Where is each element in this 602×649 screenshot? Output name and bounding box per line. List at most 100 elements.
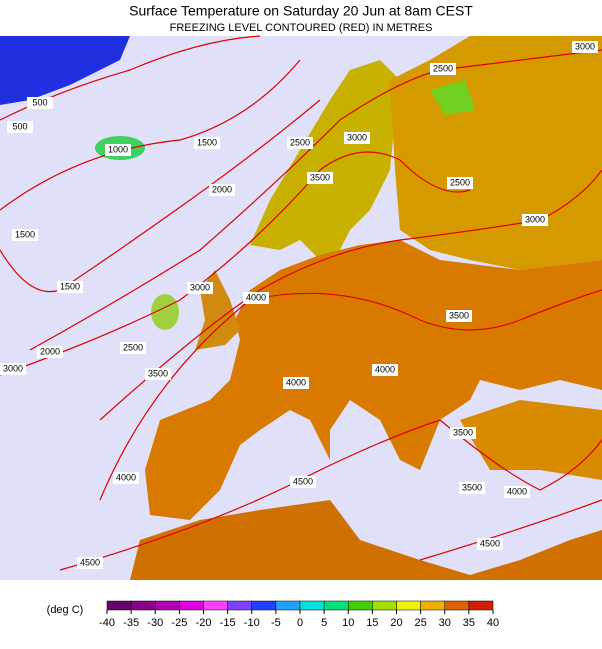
contour-label: 3000: [347, 132, 367, 142]
contour-label: 2500: [433, 63, 453, 73]
legend-swatch: [396, 600, 421, 611]
russia-north: [390, 36, 602, 270]
contour-label: 4000: [246, 292, 266, 302]
contour-label: 4000: [507, 486, 527, 496]
contour-label: 3500: [449, 310, 469, 320]
legend-swatch: [299, 600, 325, 611]
contour-label: 3500: [462, 482, 482, 492]
legend-swatch: [227, 600, 252, 611]
contour-label-bg: [572, 41, 598, 53]
contour-label-bg: [504, 486, 530, 498]
legend-tick-label: -25: [171, 617, 187, 629]
legend-tick-label: -15: [220, 617, 236, 629]
legend-tick-label: 10: [342, 617, 354, 629]
contour-label: 2000: [40, 346, 60, 356]
contour-label-bg: [372, 364, 398, 376]
legend-swatch: [444, 600, 470, 611]
contour-label: 3500: [453, 427, 473, 437]
legend-tick-label: -20: [196, 617, 212, 629]
contour-label: 4500: [293, 476, 313, 486]
legend-swatch: [323, 600, 349, 611]
contour-label-bg: [477, 538, 503, 550]
legend-tick-label: 25: [415, 617, 427, 629]
contour-label: 2000: [212, 184, 232, 194]
legend-swatch: [468, 600, 494, 611]
green-area: [430, 80, 475, 115]
contour-label: 1000: [108, 144, 128, 154]
contour-label: 500: [12, 121, 27, 131]
legend-tick-label: -10: [244, 617, 260, 629]
legend-swatch: [275, 600, 301, 611]
contour-label: 4000: [286, 377, 306, 387]
contour-label-bg: [113, 472, 139, 484]
contour-label-bg: [243, 292, 269, 304]
contour-label-bg: [307, 172, 333, 184]
contour-label-bg: [450, 427, 476, 439]
europe: [145, 240, 602, 520]
contour-label: 3000: [525, 214, 545, 224]
contour-label-bg: [12, 229, 38, 241]
legend-swatch: [203, 600, 228, 611]
legend-swatch: [372, 600, 397, 611]
legend-swatch: [251, 600, 277, 611]
scandinavia: [250, 60, 400, 260]
contour-label-bg: [77, 557, 103, 569]
contour-label-bg: [187, 282, 213, 294]
contour-label: 4000: [375, 364, 395, 374]
contour-label: 4500: [80, 557, 100, 567]
legend-tick-label: 40: [487, 617, 499, 629]
contour-label: 2500: [450, 177, 470, 187]
contour-label-bg: [209, 184, 235, 196]
legend-tick-label: 30: [439, 617, 451, 629]
title: Surface Temperature on Saturday 20 Jun a…: [129, 3, 473, 19]
contour-label-bg: [344, 132, 370, 144]
legend-swatch: [106, 600, 132, 611]
contour-label: 3500: [310, 172, 330, 182]
contour-label: 3500: [148, 368, 168, 378]
contour-label: 500: [32, 97, 47, 107]
contour-label: 3000: [3, 363, 23, 373]
legend-tick-label: 5: [321, 617, 327, 629]
greenland: [0, 36, 130, 105]
contour-label-bg: [459, 482, 485, 494]
contour-label-bg: [283, 377, 309, 389]
contour-label: 4500: [480, 538, 500, 548]
contour-label: 1500: [15, 229, 35, 239]
legend-tick-label: -30: [147, 617, 163, 629]
contour-label-bg: [145, 368, 171, 380]
map: 500 500 1000 1500 1500 1500 2000 2000 2500 2500 25…: [0, 35, 602, 580]
contour-label: 1500: [60, 281, 80, 291]
legend-tick-label: 15: [366, 617, 378, 629]
contour-label-bg: [522, 214, 548, 226]
legend-tick-label: 0: [297, 617, 303, 629]
contour-label: 4000: [116, 472, 136, 482]
contour-label-bg: [447, 177, 473, 189]
contour-label: 2500: [290, 137, 310, 147]
legend-tick-label: -5: [271, 617, 281, 629]
contour-label-bg: [290, 476, 316, 488]
legend-swatch: [130, 600, 156, 611]
legend-tick-label: -35: [123, 617, 139, 629]
legend-tick-label: 20: [390, 617, 402, 629]
ireland: [151, 294, 179, 330]
legend-unit: (deg C): [47, 604, 84, 616]
contour-label: 3000: [575, 41, 595, 51]
legend-swatch: [155, 600, 180, 611]
subtitle: FREEZING LEVEL CONTOURED (RED) IN METRES: [170, 22, 433, 34]
contour-label-bg: [57, 281, 83, 293]
contour-label: 3000: [190, 282, 210, 292]
contour-label-bg: [37, 346, 63, 358]
contour-label-bg: [105, 144, 131, 156]
contour-label-bg: [287, 137, 313, 149]
africa: [130, 500, 602, 580]
contour-label-bg: [27, 97, 53, 109]
legend-tick-label: -40: [99, 617, 115, 629]
contour-label-bg: [0, 363, 26, 375]
contour-label-bg: [120, 342, 146, 354]
legend-swatch: [179, 600, 204, 611]
contour-label-bg: [446, 310, 472, 322]
contour-label-bg: [7, 121, 33, 133]
legend-swatch: [420, 600, 445, 611]
turkey: [460, 400, 602, 480]
